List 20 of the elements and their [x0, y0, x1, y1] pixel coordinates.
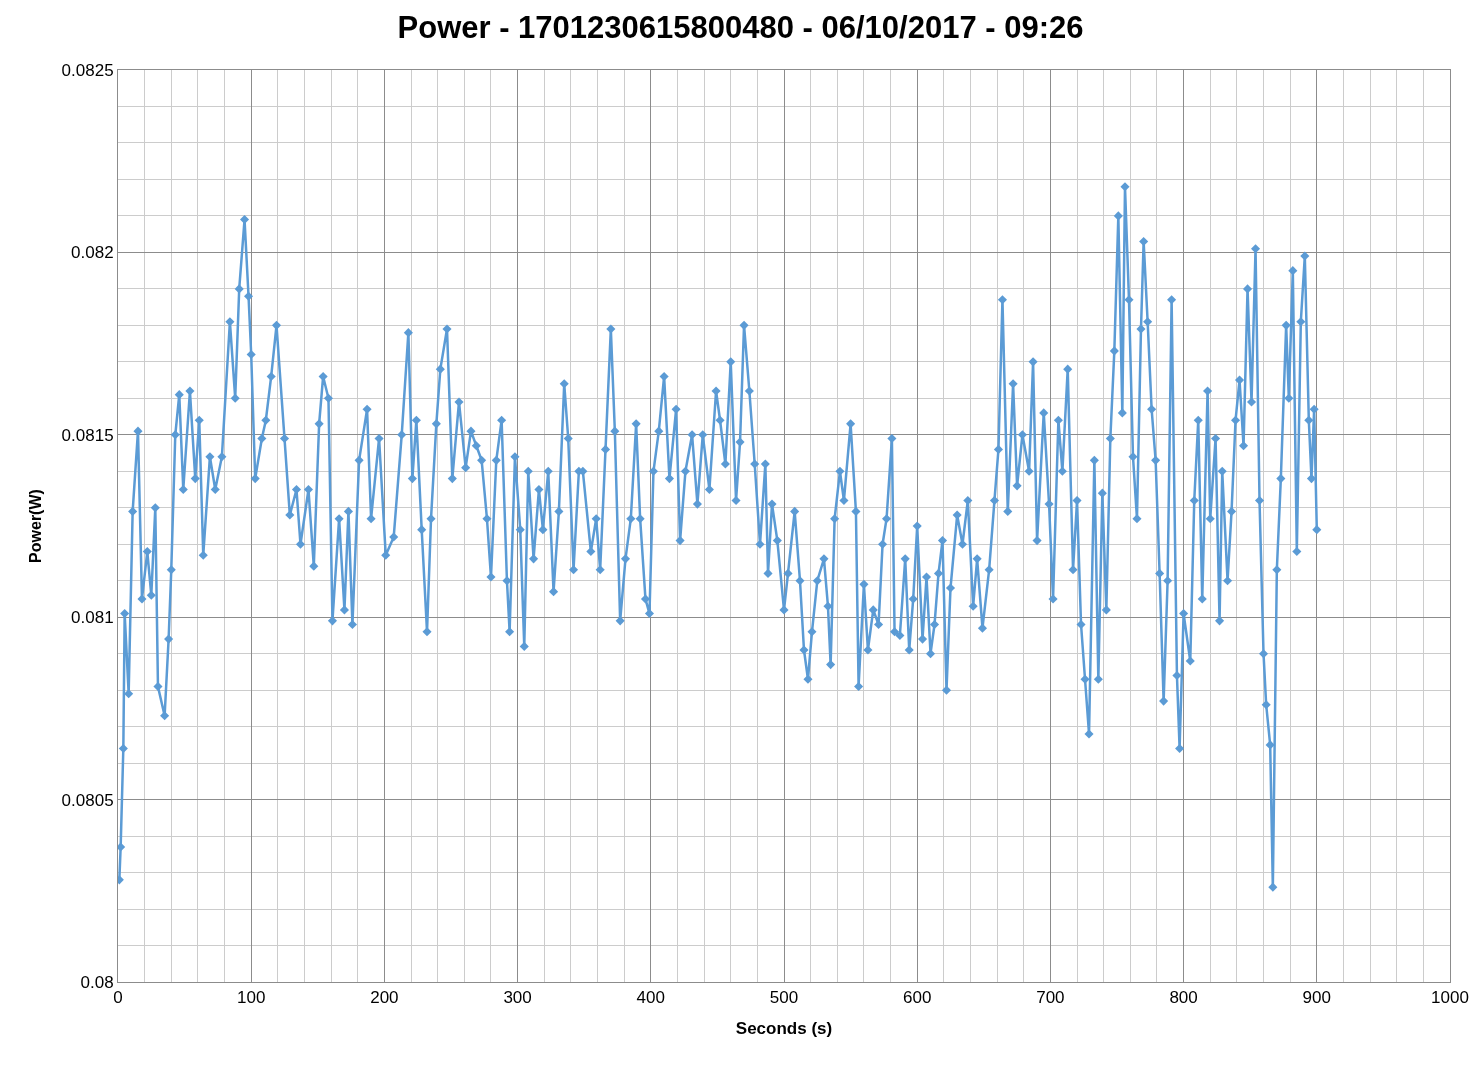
x-tick-label: 800	[1169, 988, 1198, 1008]
x-tick-label: 900	[1302, 988, 1331, 1008]
chart-title: Power - 1701230615800480 - 06/10/2017 - 09:26	[397, 9, 1084, 45]
x-tick-label: 600	[903, 988, 932, 1008]
x-tick-label: 300	[503, 988, 532, 1008]
y-tick-label: 0.081	[71, 608, 114, 628]
y-tick-label: 0.0825	[61, 60, 114, 80]
y-tick-label: 0.0805	[61, 790, 114, 810]
y-tick-label: 0.082	[71, 243, 114, 263]
x-axis-title: Seconds (s)	[735, 1018, 833, 1038]
x-tick-label: 200	[370, 988, 399, 1008]
x-tick-label: 100	[237, 988, 266, 1008]
y-axis-title: Power(W)	[27, 489, 45, 563]
x-tick-label: 700	[1036, 988, 1065, 1008]
y-tick-label: 0.08	[80, 972, 114, 992]
x-tick-label: 0	[113, 988, 123, 1008]
y-tick-label: 0.0815	[61, 425, 114, 445]
x-tick-label: 400	[636, 988, 665, 1008]
x-tick-label: 500	[769, 988, 799, 1008]
x-tick-label: 1000	[1431, 988, 1469, 1008]
